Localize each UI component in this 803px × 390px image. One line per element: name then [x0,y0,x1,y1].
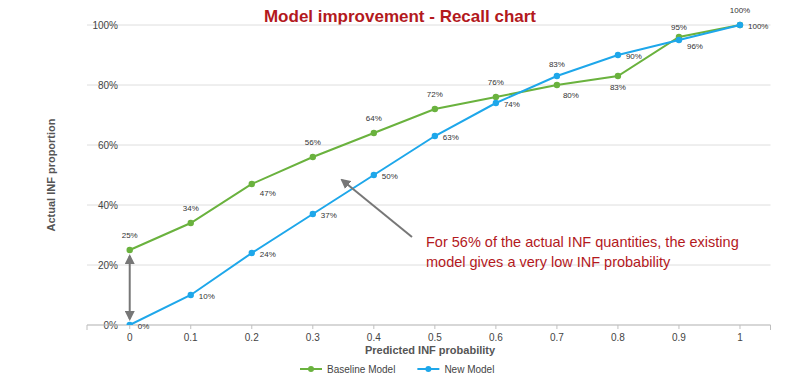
data-point [737,22,743,28]
data-point [371,172,377,178]
x-tick-label: 0.3 [306,332,320,343]
data-label: 10% [199,292,215,301]
x-tick-label: 0.1 [184,332,198,343]
legend-label: New Model [444,364,494,375]
x-tick [190,325,191,329]
x-tick-label: 0.5 [428,332,442,343]
x-tick-label: 0.2 [245,332,259,343]
x-tick-label: 0.8 [611,332,625,343]
data-label: 64% [366,114,382,123]
x-tick-label: 0.4 [367,332,381,343]
series-line [130,25,740,250]
plot-area [127,22,744,325]
data-label: 100% [730,6,750,15]
data-label: 47% [260,189,276,198]
x-tick-label: 1 [737,332,743,343]
data-label: 72% [427,90,443,99]
y-tick-label: 60% [98,140,118,151]
data-label: 83% [610,83,626,92]
x-axis [87,325,771,326]
grid-line [87,325,771,326]
data-label: 37% [321,211,337,220]
data-point [310,154,316,160]
legend-marker [425,366,431,372]
y-tick-label: 100% [92,20,118,31]
x-tick [556,325,557,329]
x-tick-label: 0.7 [550,332,564,343]
grid-line [87,145,771,146]
y-tick-label: 40% [98,200,118,211]
data-point [493,94,499,100]
x-tick-label: 0 [127,332,133,343]
y-axis-title: Actual INF proportion [45,118,57,231]
gap-arrow [129,256,131,319]
data-label: 24% [260,250,276,259]
x-tick [434,325,435,329]
legend-marker [308,366,314,372]
data-point [432,133,438,139]
x-tick [678,325,679,329]
data-point [249,181,255,187]
legend: Baseline Model New Model [300,364,494,375]
data-label: 90% [626,52,642,61]
data-label: 100% [748,22,768,31]
data-point [554,73,560,79]
grid-line [87,25,771,26]
chart: Model improvement - Recall chart 0% 20% 40%… [0,0,803,390]
x-tick-label: 0.6 [489,332,503,343]
annotation: model gives a very low INF probability [426,254,671,270]
data-point [249,250,255,256]
title: Model improvement - Recall chart [264,7,536,26]
y-tick-label: 20% [98,260,118,271]
data-point [676,37,682,43]
x-tick [312,325,313,329]
x-tick [251,325,252,329]
y-tick-label: 80% [98,80,118,91]
data-point [737,22,743,28]
data-label: 83% [549,60,565,69]
data-point [493,100,499,106]
annotation-arrow [342,180,412,237]
data-label: 74% [504,100,520,109]
data-label: 80% [563,91,579,100]
x-axis-end [770,325,771,330]
legend-label: Baseline Model [327,364,395,375]
x-tick [373,325,374,329]
x-tick [617,325,618,329]
data-point [127,247,133,253]
data-point [188,292,194,298]
data-label: 76% [488,78,504,87]
data-label: 0% [138,322,150,331]
x-tick [129,325,130,329]
grid-line [87,85,771,86]
data-label: 50% [382,172,398,181]
data-point [310,211,316,217]
data-label: 25% [122,231,138,240]
data-label: 96% [687,42,703,51]
data-point [432,106,438,112]
data-point [188,220,194,226]
annotation: For 56% of the actual INF quantities, th… [426,234,739,250]
data-label: 56% [305,138,321,147]
data-point [615,73,621,79]
series-line [130,25,740,325]
x-axis-title: Predicted INF probability [365,344,496,356]
data-point [371,130,377,136]
data-point [615,52,621,58]
x-tick [739,325,740,329]
data-point [554,82,560,88]
data-label: 95% [671,23,687,32]
x-tick [495,325,496,329]
data-labels: 25% 34% 47% 56% 64% 72% 76% 80% 83% 96% 100% 0% 10% 2… [122,6,769,331]
data-label: 63% [443,133,459,142]
x-tick-label: 0.9 [672,332,686,343]
x-axis-end [87,325,88,330]
data-label: 34% [183,204,199,213]
data-point [127,322,133,325]
